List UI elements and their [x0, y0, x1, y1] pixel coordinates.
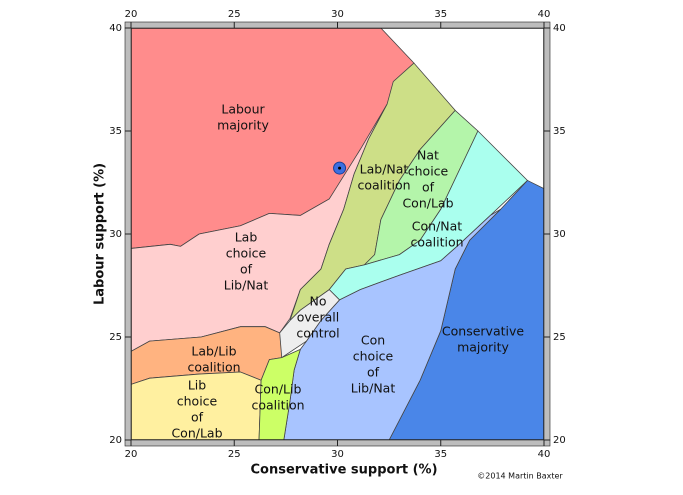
y-tick-label: 35 [109, 126, 122, 137]
region-label: Conservative [442, 324, 524, 339]
y-tick-label: 35 [553, 126, 566, 137]
x-axis-label: Conservative support (%) [250, 463, 437, 478]
region-label: Labour [221, 102, 265, 117]
y-tick-label: 25 [553, 332, 566, 343]
x-tick-label: 40 [538, 449, 551, 460]
x-tick-label: 30 [331, 449, 344, 460]
region-label: Con/Lab [402, 196, 453, 211]
y-tick-label: 25 [109, 332, 122, 343]
region-label: Lab/Nat [360, 162, 409, 177]
region-label: Lib/Nat [224, 278, 269, 293]
region-label: Con/Lab [171, 426, 222, 441]
region-label: Nat [417, 148, 439, 163]
region-label: Lab [235, 230, 258, 245]
region-label: majority [217, 118, 269, 133]
y-tick-label: 20 [109, 435, 122, 446]
x-tick-label: 25 [228, 449, 241, 460]
region-label: of [191, 410, 204, 425]
region-label: Lib/Nat [351, 381, 396, 396]
region-label: of [240, 262, 253, 277]
region-label: Lab/Lib [191, 344, 236, 359]
region-label: Con/Nat [412, 219, 463, 234]
region-label: coalition [410, 235, 463, 250]
x-tick-label: 20 [125, 9, 138, 20]
region [258, 348, 301, 441]
region-label: choice [353, 349, 394, 364]
region-label: coalition [251, 398, 304, 413]
y-tick-label: 30 [109, 229, 122, 240]
region-label: choice [408, 164, 449, 179]
region-label: Con/Lib [255, 382, 302, 397]
x-tick-label: 40 [538, 9, 551, 20]
y-tick-label: 40 [553, 23, 566, 34]
credit: ©2014 Martin Baxter [477, 472, 563, 481]
region-label: Con [361, 333, 385, 348]
region-label: choice [177, 394, 218, 409]
y-axis-label: Labour support (%) [93, 163, 108, 305]
region-label: coalition [187, 360, 240, 375]
y-tick-label: 20 [553, 435, 566, 446]
y-tick-label: 40 [109, 23, 122, 34]
current-position-dot [338, 166, 342, 170]
region-label: overall [297, 310, 339, 325]
region-label: majority [457, 340, 509, 355]
region-label: coalition [357, 178, 410, 193]
x-tick-label: 20 [125, 449, 138, 460]
region-label: of [422, 180, 435, 195]
region-label: Lib [188, 378, 206, 393]
x-tick-label: 35 [434, 9, 447, 20]
x-tick-label: 30 [331, 9, 344, 20]
x-tick-label: 35 [434, 449, 447, 460]
region-label: No [310, 294, 327, 309]
region-label: of [367, 365, 380, 380]
region-label: choice [226, 246, 267, 261]
region-label: control [296, 326, 339, 341]
x-tick-label: 25 [228, 9, 241, 20]
y-tick-label: 30 [553, 229, 566, 240]
